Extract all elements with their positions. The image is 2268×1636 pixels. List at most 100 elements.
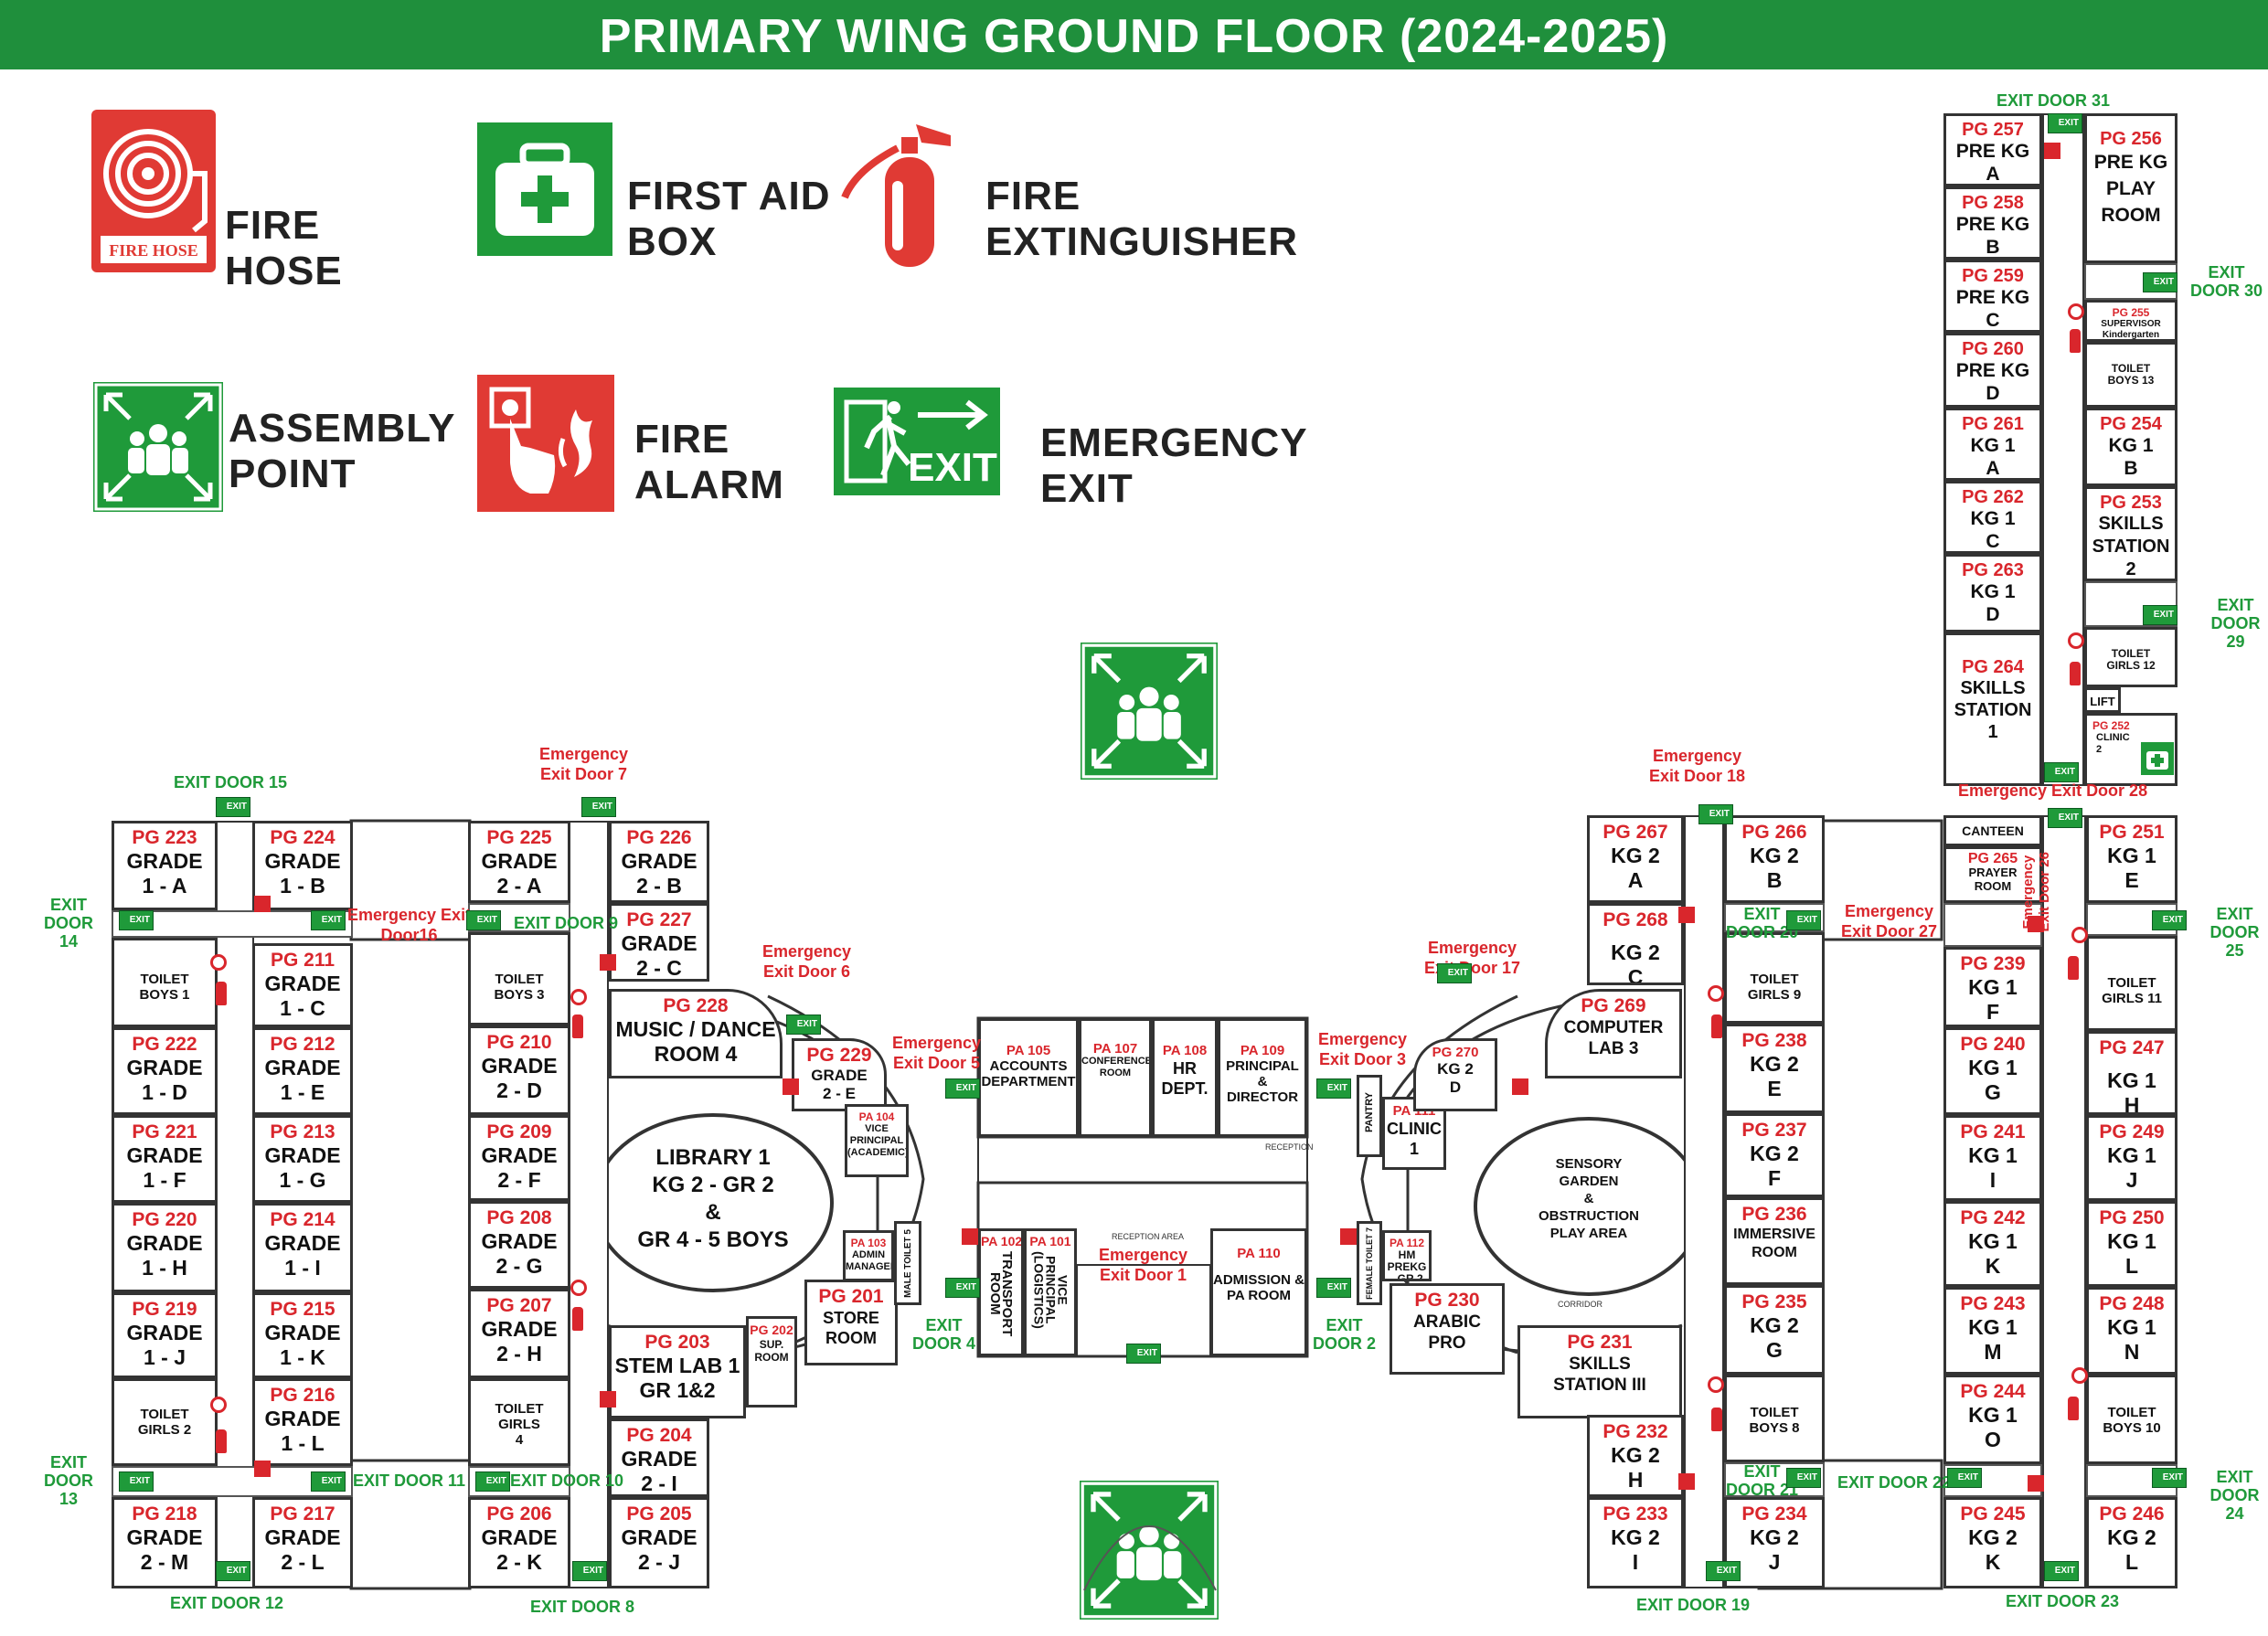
room-pg217[interactable]: PG 217 GRADE 2 - L [252,1497,353,1588]
room-toilet-boys10[interactable]: TOILET BOYS 10 [2086,1375,2177,1464]
room-pg212[interactable]: PG 212 GRADE 1 - E [252,1027,353,1115]
room-pa105[interactable]: PA 105 ACCOUNTS DEPARTMENT [978,1018,1079,1137]
room-pg264[interactable]: PG 264 SKILLS STATION 1 [1943,632,2042,786]
exit-door-29-label: EXIT DOOR 29 [2210,596,2261,651]
room-pg238[interactable]: PG 238 KG 2 E [1724,1024,1825,1113]
room-pa109[interactable]: PA 109 PRINCIPAL & DIRECTOR [1218,1018,1307,1137]
room-pg214[interactable]: PG 214 GRADE 1 - I [252,1203,353,1292]
room-pg240[interactable]: PG 240 KG 1 G [1943,1027,2042,1115]
room-pg251[interactable]: PG 251 KG 1 E [2086,815,2177,903]
room-pg258[interactable]: PG 258 PRE KG B [1943,186,2042,260]
room-pg229[interactable]: PG 229 GRADE 2 - E [792,1038,887,1111]
emergency-exit-1-label: Emergency Exit Door 1 [1099,1246,1188,1284]
room-pg231[interactable]: PG 231 SKILLS STATION III [1517,1325,1682,1418]
room-pg236[interactable]: PG 236 IMMERSIVE ROOM [1724,1197,1825,1285]
room-pg205[interactable]: PG 205 GRADE 2 - J [609,1497,709,1588]
room-pg247[interactable]: PG 247 KG 1 H [2086,1031,2177,1115]
room-pg269[interactable]: PG 269 COMPUTER LAB 3 [1545,989,1682,1078]
room-pg206[interactable]: PG 206 GRADE 2 - K [468,1497,570,1588]
room-pantry[interactable]: PANTRY [1357,1075,1382,1157]
room-pg218[interactable]: PG 218 GRADE 2 - M [112,1497,218,1588]
room-pg219[interactable]: PG 219 GRADE 1 - J [112,1292,218,1378]
room-pg225[interactable]: PG 225 GRADE 2 - A [468,821,570,903]
room-pg233[interactable]: PG 233 KG 2 I [1587,1497,1684,1588]
room-pg228[interactable]: PG 228 MUSIC / DANCE ROOM 4 [609,989,783,1078]
room-pg245[interactable]: PG 245 KG 2 K [1943,1497,2042,1588]
exit-sign: EXIT [216,1561,250,1581]
room-pg248[interactable]: PG 248 KG 1 N [2086,1287,2177,1375]
room-pg210[interactable]: PG 210 GRADE 2 - D [468,1025,570,1115]
room-toilet-boys3[interactable]: TOILET BOYS 3 [468,932,570,1025]
room-pg235[interactable]: PG 235 KG 2 G [1724,1285,1825,1375]
room-pg243[interactable]: PG 243 KG 1 M [1943,1287,2042,1375]
room-pg268[interactable]: PG 268 KG 2 C [1587,903,1684,985]
room-pg265[interactable]: PG 265 PRAYER ROOM [1943,846,2042,903]
room-pg237[interactable]: PG 237 KG 2 F [1724,1113,1825,1197]
room-pg230[interactable]: PG 230 ARABIC PRO [1390,1283,1505,1375]
room-pg207[interactable]: PG 207 GRADE 2 - H [468,1289,570,1378]
room-pg202[interactable]: PG 202 SUP. ROOM [746,1316,797,1408]
room-pg267[interactable]: PG 267 KG 2 A [1587,815,1684,903]
room-pg224[interactable]: PG 224 GRADE 1 - B [252,821,353,910]
room-pg257[interactable]: PG 257 PRE KG A [1943,113,2042,186]
room-pg232[interactable]: PG 232 KG 2 H [1587,1415,1684,1497]
room-canteen[interactable]: CANTEEN [1943,815,2042,846]
room-pg211[interactable]: PG 211 GRADE 1 - C [252,943,353,1027]
room-toilet-girls2[interactable]: TOILET GIRLS 2 [112,1378,218,1466]
room-pg209[interactable]: PG 209 GRADE 2 - F [468,1115,570,1201]
room-pg222[interactable]: PG 222 GRADE 1 - D [112,1027,218,1115]
room-pg263[interactable]: PG 263 KG 1 D [1943,554,2042,632]
room-pg244[interactable]: PG 244 KG 1 O [1943,1375,2042,1464]
room-pg204[interactable]: PG 204 GRADE 2 - I [609,1418,709,1497]
room-toilet-boys1[interactable]: TOILET BOYS 1 [112,938,218,1027]
room-toilet-girls11[interactable]: TOILET GIRLS 11 [2086,936,2177,1031]
room-pg250[interactable]: PG 250 KG 1 L [2086,1201,2177,1287]
room-pg216[interactable]: PG 216 GRADE 1 - L [252,1378,353,1466]
room-toilet-boys13[interactable]: TOILET BOYS 13 [2084,342,2177,408]
room-pg234[interactable]: PG 234 KG 2 J [1724,1497,1825,1588]
room-pg254[interactable]: PG 254 KG 1 B [2084,408,2177,486]
room-pg227[interactable]: PG 227 GRADE 2 - C [609,903,709,982]
room-lift[interactable]: LIFT [2084,687,2121,713]
room-pa112[interactable]: PA 112 HM PREKG - GR 2 [1382,1230,1432,1281]
room-male-toilet5[interactable]: MALE TOILET 5 [894,1221,921,1305]
room-pg208[interactable]: PG 208 GRADE 2 - G [468,1201,570,1289]
room-toilet-girls4[interactable]: TOILET GIRLS 4 [468,1378,570,1466]
room-pg261[interactable]: PG 261 KG 1 A [1943,408,2042,481]
room-pg262[interactable]: PG 262 KG 1 C [1943,481,2042,554]
room-pg215[interactable]: PG 215 GRADE 1 - K [252,1292,353,1378]
room-pg260[interactable]: PG 260 PRE KG D [1943,333,2042,408]
room-pg223[interactable]: PG 223 GRADE 1 - A [112,821,218,910]
room-pg242[interactable]: PG 242 KG 1 K [1943,1201,2042,1287]
room-female-toilet7[interactable]: FEMALE TOILET 7 [1357,1221,1382,1305]
room-pa110[interactable]: PA 110 ADMISSION & PA ROOM [1210,1228,1307,1356]
room-pg249[interactable]: PG 249 KG 1 J [2086,1115,2177,1201]
room-pg221[interactable]: PG 221 GRADE 1 - F [112,1115,218,1203]
room-pg241[interactable]: PG 241 KG 1 I [1943,1115,2042,1201]
room-toilet-boys8[interactable]: TOILET BOYS 8 [1724,1375,1825,1462]
room-pg239[interactable]: PG 239 KG 1 F [1943,947,2042,1027]
room-pg226[interactable]: PG 226 GRADE 2 - B [609,821,709,903]
room-pg203[interactable]: PG 203 STEM LAB 1 GR 1&2 [609,1325,746,1418]
room-pg201[interactable]: PG 201 STORE ROOM [804,1280,898,1365]
room-pa108[interactable]: PA 108 HR DEPT. [1152,1018,1218,1137]
room-pa101[interactable]: PA 101 VICE PRINCIPAL (LOGISTICS) [1024,1228,1077,1356]
room-pg266[interactable]: PG 266 KG 2 B [1724,815,1825,903]
room-pa102[interactable]: PA 102 TRANSPORT ROOM [978,1228,1024,1356]
room-toilet-girls12[interactable]: TOILET GIRLS 12 [2084,627,2177,687]
room-pa103[interactable]: PA 103 ADMIN MANAGER [843,1230,894,1281]
room-pg213[interactable]: PG 213 GRADE 1 - G [252,1115,353,1203]
room-pa107[interactable]: PA 107 CONFERENCE ROOM [1079,1018,1152,1137]
room-pg270[interactable]: PG 270 KG 2 D [1413,1038,1497,1111]
first-aid-icon [477,122,612,256]
room-pg255[interactable]: PG 255 SUPERVISOR Kindergarten [2084,300,2177,342]
room-toilet-girls9[interactable]: TOILET GIRLS 9 [1724,932,1825,1024]
room-pg220[interactable]: PG 220 GRADE 1 - H [112,1203,218,1292]
room-pg256[interactable]: PG 256 PRE KG PLAY ROOM [2084,113,2177,263]
room-pg259[interactable]: PG 259 PRE KG C [1943,260,2042,333]
room-pa104[interactable]: PA 104 VICE PRINCIPAL (ACADEMIC) [845,1104,909,1177]
room-pg253[interactable]: PG 253 SKILLS STATION 2 [2084,486,2177,581]
fire-hose-icon [210,954,227,971]
fire-alarm-icon [783,1078,799,1095]
room-pg246[interactable]: PG 246 KG 2 L [2086,1497,2177,1588]
